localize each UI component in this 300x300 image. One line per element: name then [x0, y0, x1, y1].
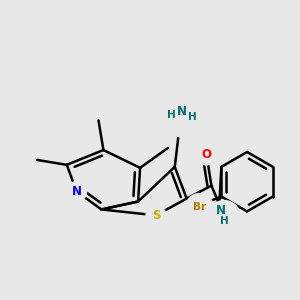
Circle shape [146, 206, 166, 225]
Circle shape [196, 145, 216, 165]
Text: H: H [167, 110, 176, 120]
Text: H: H [220, 216, 229, 226]
Text: Br: Br [193, 202, 206, 212]
Circle shape [186, 194, 213, 221]
Text: O: O [202, 148, 212, 161]
Circle shape [67, 182, 87, 202]
Text: N: N [216, 204, 226, 217]
Text: N: N [177, 105, 187, 118]
Circle shape [208, 200, 240, 232]
Circle shape [163, 98, 202, 137]
Text: H: H [188, 112, 197, 122]
Text: N: N [72, 185, 82, 198]
Text: S: S [152, 209, 160, 222]
